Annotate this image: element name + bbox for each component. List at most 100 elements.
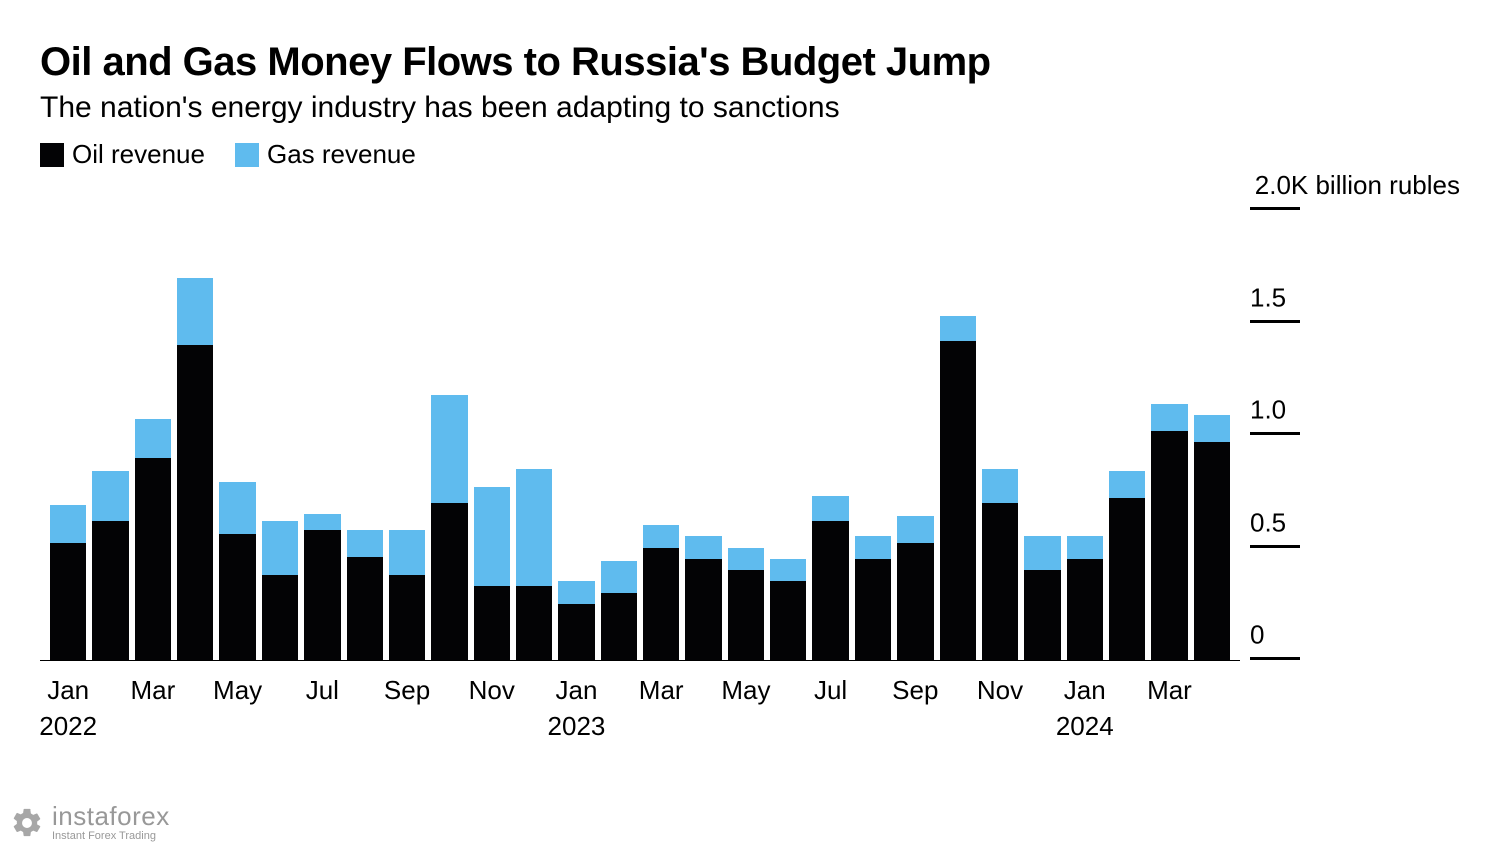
bar-col [728,210,764,660]
bar-segment-oil [897,543,933,660]
bar-segment-gas [516,469,552,586]
y-tick-mark [1250,432,1300,435]
bar-segment-gas [177,278,213,346]
bar-segment-oil [347,557,383,661]
bar-segment-gas [897,516,933,543]
bar-segment-gas [1109,471,1145,498]
bar-segment-oil [855,559,891,660]
legend-label-oil: Oil revenue [72,139,205,170]
bar-col [1151,210,1187,660]
bar-segment-oil [516,586,552,660]
bar-segment-gas [728,548,764,571]
bar-segment-gas [474,487,510,586]
x-month-label: Nov [977,675,1023,706]
bar-col [304,210,340,660]
legend-swatch-gas [235,143,259,167]
y-tick-label: 0.5 [1250,507,1286,538]
bar-segment-gas [982,469,1018,503]
y-tick-label: 1.5 [1250,282,1286,313]
bar-segment-oil [1194,442,1230,660]
watermark-tagline: Instant Forex Trading [52,831,170,842]
x-axis: JanMarMayJulSepNovJanMarMayJulSepNovJanM… [50,675,1230,755]
y-tick-mark [1250,545,1300,548]
watermark-brand: instaforex [52,803,170,829]
x-month-label: Mar [131,675,176,706]
bar-segment-oil [940,341,976,661]
y-tick-label: 0 [1250,620,1264,651]
bar-col [50,210,86,660]
bar-col [262,210,298,660]
bar-col [1024,210,1060,660]
bar-col [601,210,637,660]
bar-segment-oil [177,345,213,660]
x-year-label: 2024 [1056,711,1114,742]
plot-area [40,210,1240,661]
bar-segment-oil [92,521,128,661]
bar-segment-oil [219,534,255,660]
y-tick: 0 [1250,657,1460,660]
y-tick-mark [1250,657,1300,660]
x-month-label: Mar [639,675,684,706]
bar-segment-oil [643,548,679,661]
bar-segment-gas [643,525,679,548]
bar-col [516,210,552,660]
y-tick-mark [1250,207,1300,210]
legend-item-gas: Gas revenue [235,139,416,170]
bar-segment-gas [1151,404,1187,431]
chart-area: 2.0K billion rubles 00.51.01.5 JanMarMay… [40,180,1460,740]
bar-segment-oil [728,570,764,660]
x-month-label: Sep [892,675,938,706]
y-tick: 1.5 [1250,320,1460,323]
legend-label-gas: Gas revenue [267,139,416,170]
y-tick: 0.5 [1250,545,1460,548]
bar-segment-gas [770,559,806,582]
bar-segment-gas [92,471,128,521]
chart-title: Oil and Gas Money Flows to Russia's Budg… [40,40,1460,85]
bar-segment-gas [1194,415,1230,442]
legend: Oil revenue Gas revenue [40,139,1460,170]
chart-subtitle: The nation's energy industry has been ad… [40,91,1460,125]
bar-segment-gas [812,496,848,521]
y-unit-label: 2.0K billion rubles [1255,170,1460,201]
chart-container: Oil and Gas Money Flows to Russia's Budg… [0,0,1500,850]
x-month-label: Nov [469,675,515,706]
bar-col [219,210,255,660]
bar-segment-oil [1151,431,1187,661]
bar-segment-gas [347,530,383,557]
x-month-label: Jan [555,675,597,706]
gear-icon [10,806,44,840]
x-year-label: 2023 [548,711,606,742]
legend-swatch-oil [40,143,64,167]
legend-item-oil: Oil revenue [40,139,205,170]
bar-segment-gas [601,561,637,593]
bar-col [812,210,848,660]
y-tick: 1.0 [1250,432,1460,435]
bar-col [685,210,721,660]
bars-group [50,210,1230,660]
bar-segment-oil [135,458,171,661]
watermark: instaforex Instant Forex Trading [10,803,170,842]
bar-segment-oil [304,530,340,661]
bar-segment-gas [135,419,171,457]
bar-segment-oil [1109,498,1145,660]
x-month-label: May [721,675,770,706]
y-axis: 0 0.5 1.0 1.5 [1250,210,1460,660]
y-tick-mark [1250,320,1300,323]
bar-col [558,210,594,660]
bar-segment-oil [685,559,721,660]
x-year-label: 2022 [39,711,97,742]
bar-col [855,210,891,660]
bar-segment-oil [474,586,510,660]
x-month-label: Jul [306,675,339,706]
bar-col [1067,210,1103,660]
bar-segment-gas [219,482,255,534]
bar-col [431,210,467,660]
bar-col [770,210,806,660]
bar-segment-oil [601,593,637,661]
bar-segment-gas [304,514,340,530]
bar-col [389,210,425,660]
bar-col [177,210,213,660]
bar-segment-gas [685,536,721,559]
bar-col [643,210,679,660]
bar-segment-oil [50,543,86,660]
